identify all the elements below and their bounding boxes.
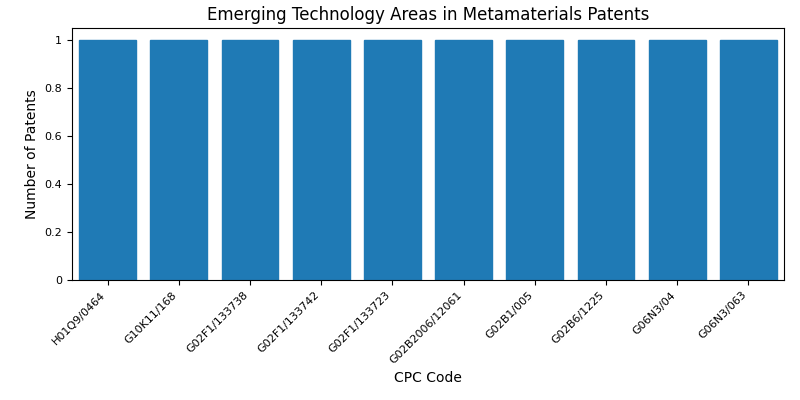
Y-axis label: Number of Patents: Number of Patents bbox=[25, 89, 39, 219]
Bar bbox=[435, 40, 492, 280]
Bar bbox=[578, 40, 634, 280]
X-axis label: CPC Code: CPC Code bbox=[394, 371, 462, 385]
Bar bbox=[506, 40, 563, 280]
Bar bbox=[364, 40, 421, 280]
Bar bbox=[222, 40, 278, 280]
Title: Emerging Technology Areas in Metamaterials Patents: Emerging Technology Areas in Metamateria… bbox=[207, 6, 649, 24]
Bar bbox=[79, 40, 136, 280]
Bar bbox=[293, 40, 350, 280]
Bar bbox=[720, 40, 777, 280]
Bar bbox=[649, 40, 706, 280]
Bar bbox=[150, 40, 207, 280]
